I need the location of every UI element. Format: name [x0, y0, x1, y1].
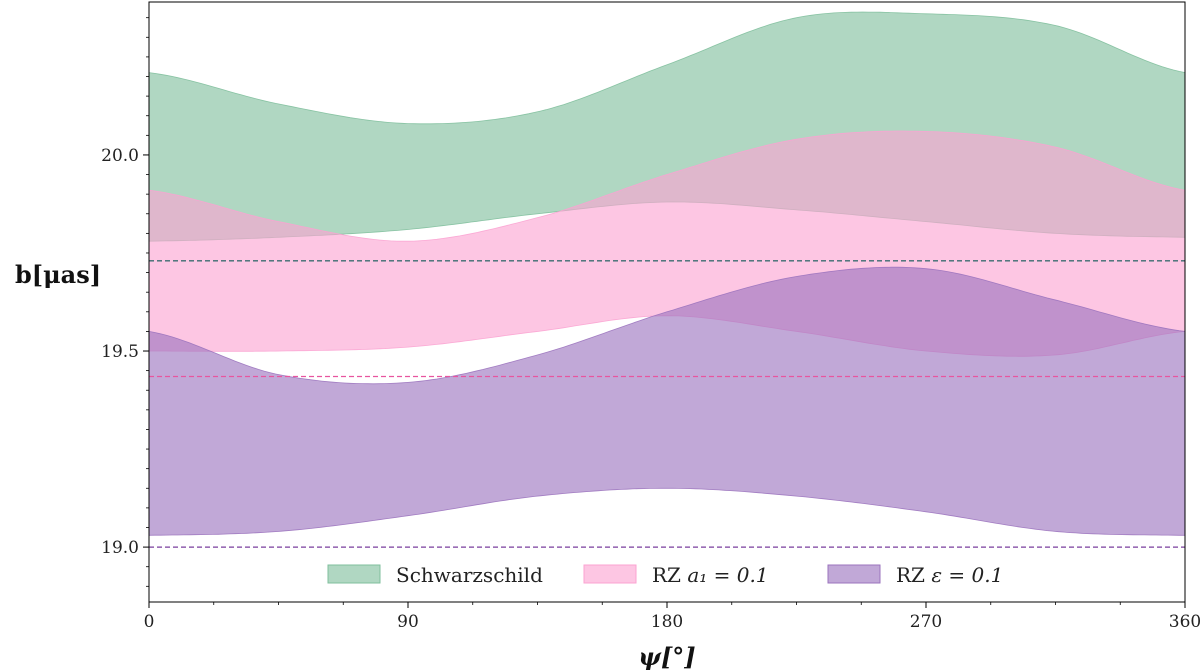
y-axis: 19.0 19.5 20.0 [101, 17, 149, 587]
reference-lines-layer [149, 260, 1185, 548]
x-tick-label: 360 [1169, 612, 1200, 632]
x-axis-label: ψ[°] [638, 642, 695, 671]
x-axis: 0 90 180 270 360 [144, 602, 1200, 632]
x-tick-label: 90 [397, 612, 419, 632]
bands-layer [148, 11, 1186, 536]
y-axis-label: b[μas] [15, 260, 101, 289]
x-tick-label: 270 [910, 612, 942, 632]
y-tick-label: 19.0 [101, 538, 139, 558]
legend-label-3: RZ ε = 0.1 [896, 563, 1003, 587]
x-tick-label: 0 [144, 612, 155, 632]
legend: Schwarzschild RZ a₁ = 0.1 RZ ε = 0.1 [327, 563, 1003, 587]
legend-label-1: Schwarzschild [396, 563, 543, 587]
x-tick-label: 180 [651, 612, 683, 632]
legend-swatch-1 [327, 564, 381, 584]
legend-swatch-2 [583, 564, 637, 584]
y-tick-label: 20.0 [101, 146, 139, 166]
legend-swatch-3 [827, 564, 881, 584]
y-tick-label: 19.5 [101, 342, 139, 362]
legend-label-2: RZ a₁ = 0.1 [652, 563, 769, 587]
